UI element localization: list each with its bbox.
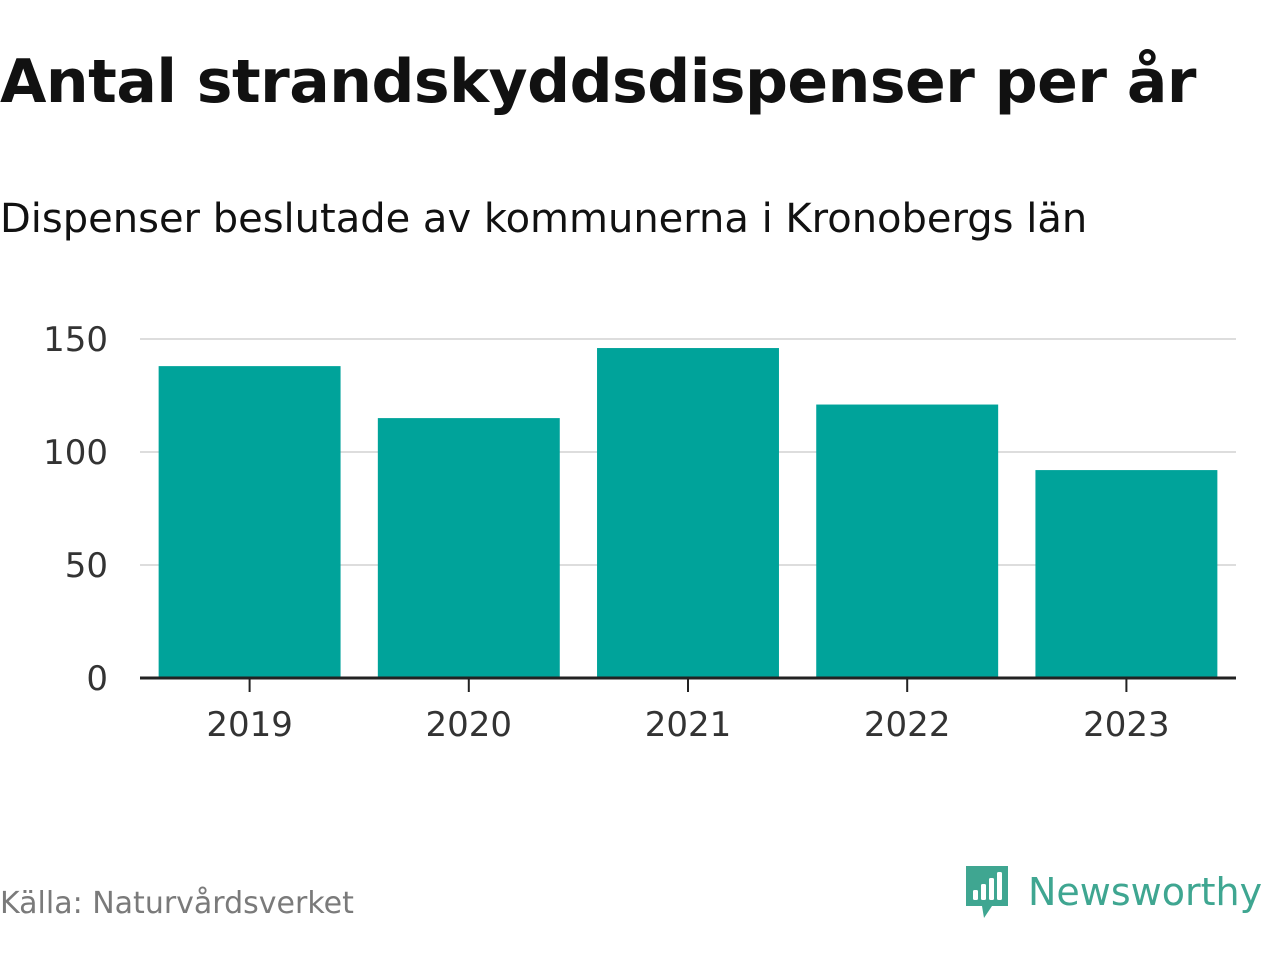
x-tick-label: 2023 — [1083, 705, 1170, 745]
chart-title: Antal strandskyddsdispenser per år — [0, 47, 1196, 117]
bars — [158, 348, 1218, 678]
bar-chart: 0 50 100 150 2019 2020 2021 2022 2023 — [43, 320, 1236, 745]
brand-logo: Newsworthy — [962, 862, 1262, 922]
y-tick-label: 100 — [43, 433, 108, 473]
newsworthy-logo-icon — [966, 866, 1008, 918]
brand-name: Newsworthy — [1028, 870, 1263, 914]
source-note: Källa: Naturvårdsverket — [0, 886, 354, 921]
x-tick-label: 2022 — [864, 705, 951, 745]
y-tick-label: 0 — [86, 659, 108, 699]
x-tick-label: 2020 — [426, 705, 513, 745]
chart-subtitle: Dispenser beslutade av kommunerna i Kron… — [0, 196, 1088, 242]
bar-2021 — [597, 348, 779, 678]
bar-2022 — [816, 404, 999, 678]
bar-2019 — [158, 366, 341, 678]
bar-2020 — [377, 418, 560, 678]
tick-labels: 0 50 100 150 2019 2020 2021 2022 2023 — [43, 320, 1170, 745]
axes — [140, 676, 1236, 692]
y-tick-label: 150 — [43, 320, 108, 360]
bar-2023 — [1035, 470, 1218, 678]
y-tick-label: 50 — [65, 546, 108, 586]
x-tick-label: 2021 — [645, 705, 732, 745]
x-tick-label: 2019 — [206, 705, 293, 745]
